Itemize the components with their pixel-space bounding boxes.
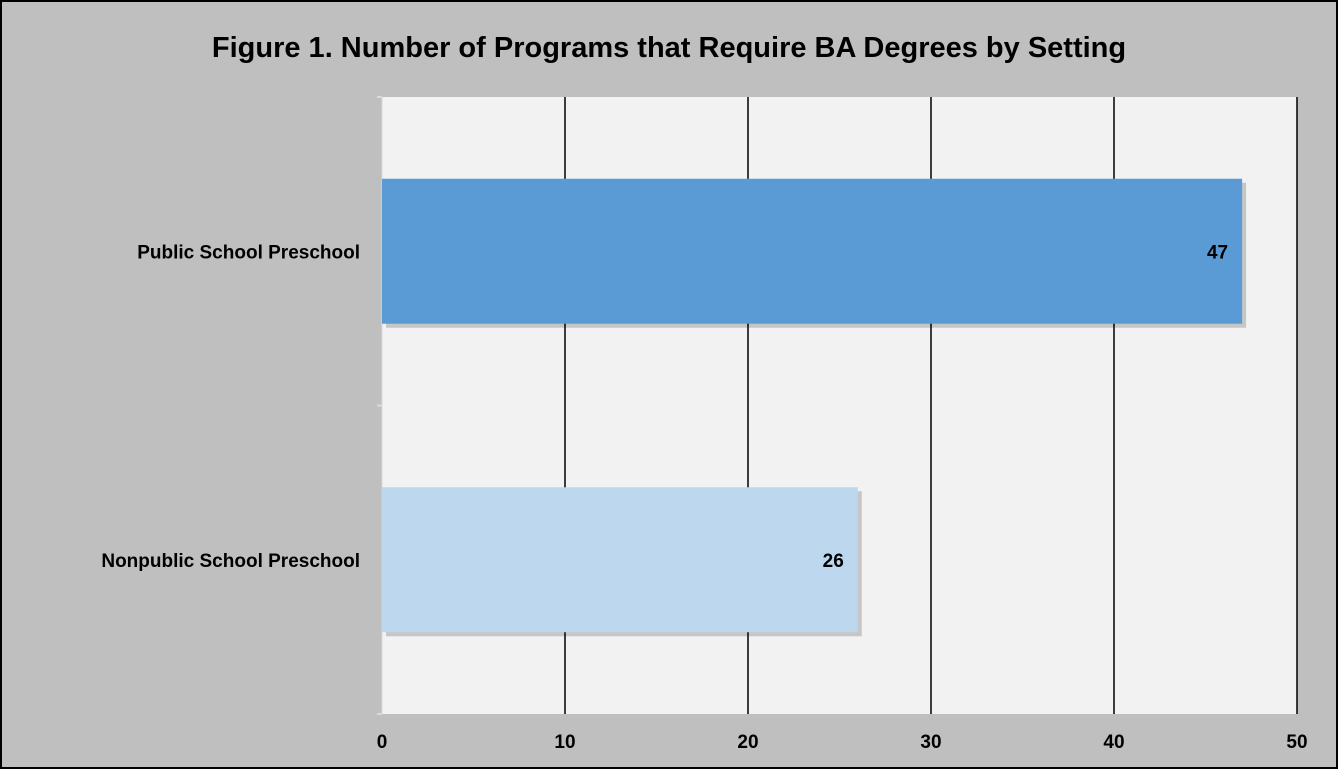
- data-label-0: 47: [1207, 242, 1228, 263]
- data-labels: 47 26: [823, 242, 1228, 572]
- x-tick-labels: 0 10 20 30 40 50: [377, 732, 1308, 753]
- x-tick-label-40: 40: [1103, 732, 1124, 753]
- y-axis: [377, 96, 383, 715]
- x-tick-label-30: 30: [920, 732, 941, 753]
- x-tick-label-10: 10: [554, 732, 575, 753]
- category-label-0: Public School Preschool: [137, 242, 360, 263]
- bars: [382, 178, 1247, 637]
- chart-title: Figure 1. Number of Programs that Requir…: [211, 32, 1127, 64]
- category-label-1: Nonpublic School Preschool: [101, 551, 360, 572]
- category-labels: Public School Preschool Nonpublic School …: [101, 242, 360, 572]
- x-tick-label-50: 50: [1286, 732, 1307, 753]
- x-tick-label-20: 20: [737, 732, 758, 753]
- x-tick-label-0: 0: [377, 732, 388, 753]
- bar-0: [382, 178, 1243, 324]
- data-label-1: 26: [823, 551, 844, 572]
- bar-1: [382, 487, 858, 633]
